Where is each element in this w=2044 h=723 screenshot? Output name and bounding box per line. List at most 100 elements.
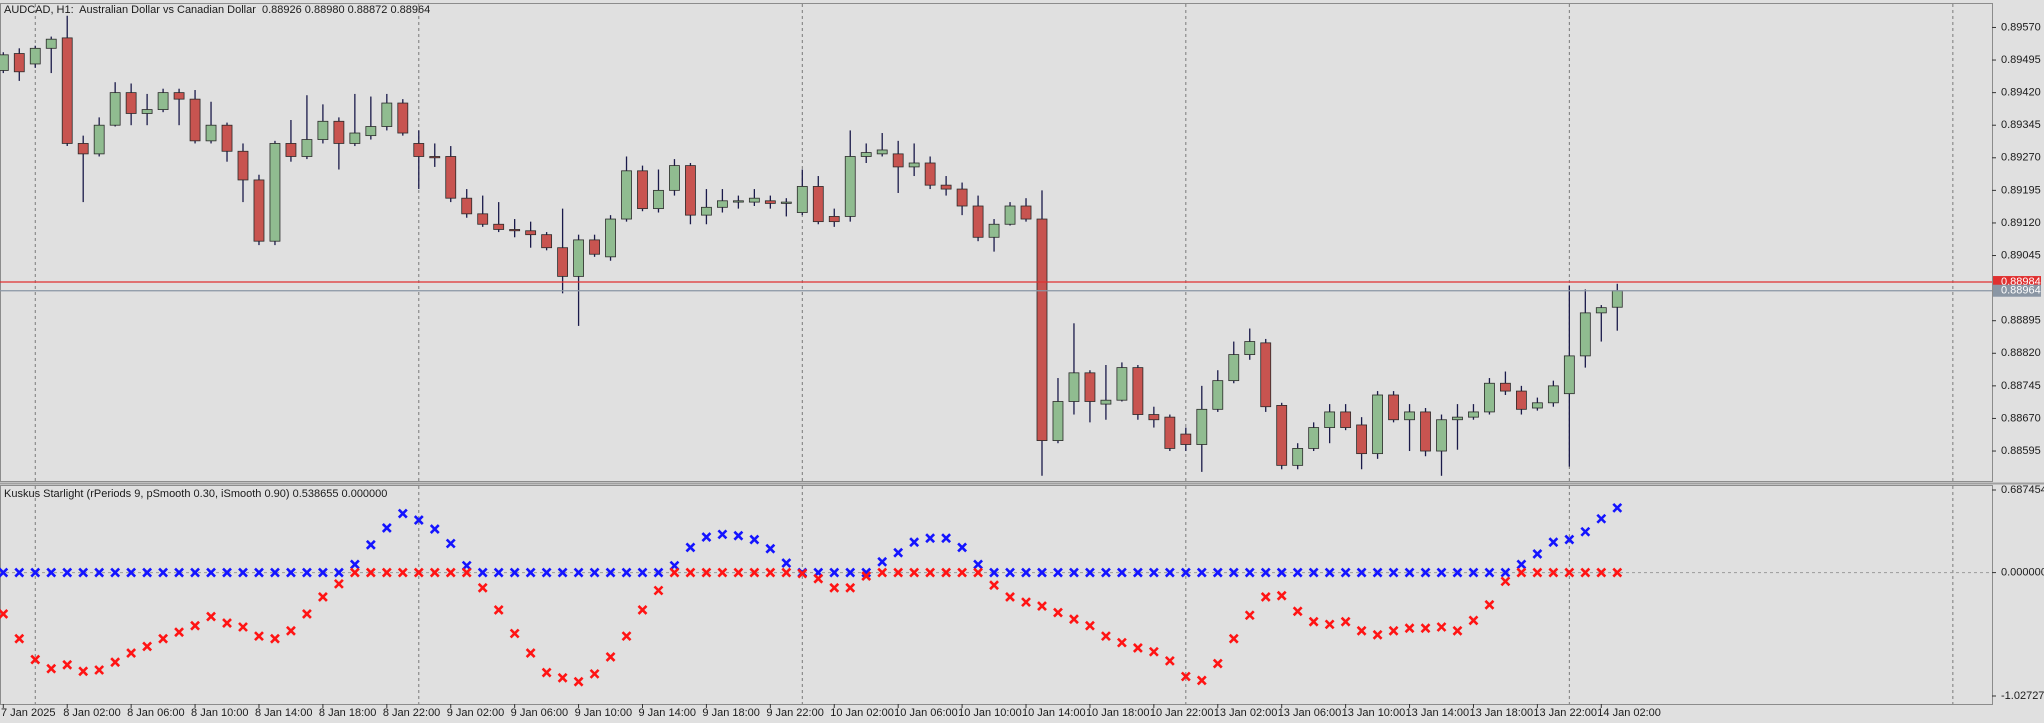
indicator-cross xyxy=(1564,534,1575,545)
candle-body xyxy=(748,197,760,203)
indicator-cross xyxy=(1596,567,1607,578)
candle-body xyxy=(365,126,377,137)
indicator-cross xyxy=(1532,549,1543,559)
indicator-cross xyxy=(1420,623,1431,634)
indicator-cross xyxy=(765,543,776,554)
candle-body xyxy=(653,189,664,210)
indicator-cross xyxy=(1244,567,1255,578)
candle-body xyxy=(317,120,329,140)
indicator-cross xyxy=(509,567,520,578)
indicator-cross xyxy=(1212,658,1223,669)
indicator-cross xyxy=(893,567,904,578)
indicator-cross xyxy=(813,573,824,584)
indicator-cross xyxy=(1340,567,1351,578)
indicator-cross xyxy=(126,648,137,658)
indicator-cross xyxy=(701,532,712,542)
candle-body xyxy=(1324,411,1336,428)
indicator-cross xyxy=(110,567,121,578)
indicator-cross xyxy=(765,567,776,578)
indicator-cross xyxy=(222,618,232,628)
indicator-cross xyxy=(1372,567,1383,578)
main-window-frame xyxy=(0,3,1993,482)
candle-body xyxy=(429,156,441,159)
candle-body xyxy=(637,170,648,210)
indicator-cross xyxy=(142,567,153,578)
candle-body xyxy=(892,153,904,168)
candle-body xyxy=(1068,372,1080,402)
indicator-cross xyxy=(110,657,121,668)
indicator-cross xyxy=(1292,606,1303,617)
indicator-cross xyxy=(653,585,664,596)
indicator-cross xyxy=(413,515,424,526)
candle-body xyxy=(173,92,185,100)
indicator-cross xyxy=(1340,616,1351,627)
indicator-cross xyxy=(1452,567,1463,578)
indicator-cross xyxy=(845,582,856,593)
indicator-cross xyxy=(174,627,184,638)
indicator-cross xyxy=(1180,567,1191,578)
indicator-cross xyxy=(1196,567,1207,578)
indicator-cross xyxy=(1260,592,1271,602)
x-tick-label: 10 Jan 10:00 xyxy=(958,707,1022,719)
indicator-cross xyxy=(893,547,904,558)
indicator-cross xyxy=(621,631,632,642)
indicator-cross xyxy=(1548,537,1559,548)
candle-body xyxy=(1212,380,1224,410)
indicator-cross xyxy=(254,631,264,642)
indicator-cross xyxy=(317,567,328,578)
candle-body xyxy=(13,53,25,73)
indicator-cross xyxy=(669,567,680,578)
indicator-cross xyxy=(397,567,408,578)
candle-body xyxy=(1180,433,1192,445)
candle-body xyxy=(1148,414,1160,421)
candle-body xyxy=(780,201,792,204)
x-tick-label: 8 Jan 18:00 xyxy=(319,707,377,719)
indicator-cross xyxy=(445,538,456,549)
indicator-cross xyxy=(158,567,169,578)
indicator-cross xyxy=(1212,567,1223,578)
x-tick-label: 9 Jan 06:00 xyxy=(511,707,569,719)
indicator-cross xyxy=(1021,567,1031,578)
y-tick-label: 0.88595 xyxy=(2001,445,2041,457)
candle-body xyxy=(1228,354,1240,382)
candle-body xyxy=(812,186,824,223)
candle-body xyxy=(1308,427,1320,449)
indicator-cross xyxy=(749,534,760,545)
indicator-cross xyxy=(158,633,169,644)
candle-body xyxy=(381,102,393,127)
indicator-cross xyxy=(1500,576,1511,587)
candle-body xyxy=(301,139,313,157)
indicator-cross xyxy=(1580,567,1591,578)
indicator-cross xyxy=(1372,629,1383,640)
indicator-cross xyxy=(781,567,792,578)
indicator-cross xyxy=(445,567,456,578)
indicator-cross xyxy=(222,567,232,578)
indicator-cross xyxy=(909,537,920,548)
indicator-cross xyxy=(621,567,632,578)
indicator-cross xyxy=(78,567,89,578)
indicator-cross xyxy=(286,625,296,636)
indicator-cross xyxy=(1260,567,1271,578)
indicator-cross xyxy=(1276,590,1287,601)
indicator-cross xyxy=(413,567,424,578)
indicator-cross xyxy=(365,539,376,550)
indicator-cross xyxy=(1053,607,1063,618)
x-tick-label: 8 Jan 06:00 xyxy=(127,707,185,719)
y-tick-label: 0.89570 xyxy=(2001,21,2041,33)
candle-body xyxy=(413,143,425,157)
candle-body xyxy=(141,109,153,114)
candle-body xyxy=(285,143,297,157)
candle-body xyxy=(509,229,521,232)
indicator-cross xyxy=(941,567,952,578)
candle-body xyxy=(1563,355,1575,395)
candle-body xyxy=(1260,342,1272,408)
candle-body xyxy=(1595,307,1607,314)
indicator-cross xyxy=(637,567,648,578)
y-tick-label: 0.000000 xyxy=(2001,566,2044,578)
indicator-cross xyxy=(1596,513,1607,524)
x-tick-label: 10 Jan 06:00 xyxy=(894,707,958,719)
y-tick-label: 0.89270 xyxy=(2001,152,2041,164)
x-tick-label: 8 Jan 10:00 xyxy=(191,707,249,719)
indicator-cross xyxy=(1005,592,1015,602)
candle-body xyxy=(349,132,361,144)
